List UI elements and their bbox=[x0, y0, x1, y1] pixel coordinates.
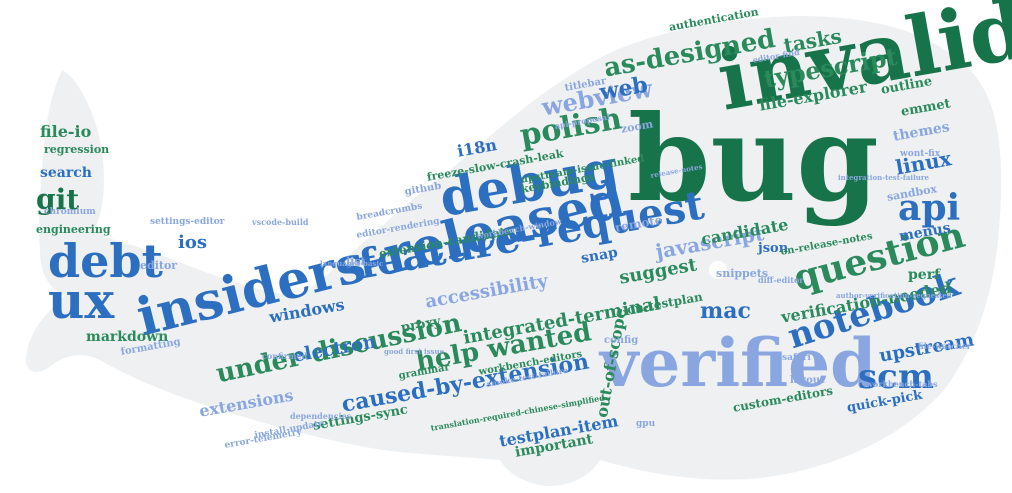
word-perf: perf bbox=[908, 267, 941, 283]
word-config: config bbox=[604, 335, 639, 346]
whale-silhouette bbox=[25, 16, 1002, 486]
word-author-verification: author-verification-requested bbox=[836, 291, 952, 300]
word-vscode-build: vscode-build bbox=[252, 217, 309, 227]
word-scm: scm bbox=[858, 357, 934, 397]
word-regression: regression bbox=[44, 143, 110, 156]
word-snippets: snippets bbox=[716, 267, 769, 280]
word-git: git bbox=[36, 183, 80, 216]
word-safari: safari bbox=[782, 353, 811, 363]
word-ux: ux bbox=[48, 271, 115, 330]
word-settings-editor: settings-editor bbox=[150, 217, 225, 227]
word-diff-editor: diff-editor bbox=[758, 275, 804, 285]
word-engineering: engineering bbox=[36, 223, 111, 236]
word-layout: layout bbox=[790, 375, 825, 386]
whale-eye bbox=[709, 261, 727, 279]
word-bug: bug bbox=[628, 89, 879, 228]
word-confirmed: confirmed bbox=[262, 351, 308, 361]
word-gpu: gpu bbox=[636, 419, 656, 429]
word-editor: editor bbox=[140, 259, 178, 272]
word-file-io: file-io bbox=[40, 122, 92, 141]
word-search: search bbox=[40, 165, 92, 181]
word-api: api bbox=[898, 187, 961, 229]
word-verified: verified bbox=[600, 324, 877, 402]
word-wont-fix: wont-fix bbox=[900, 149, 941, 159]
word-markdown: markdown bbox=[86, 329, 169, 345]
word-debt: debt bbox=[48, 234, 163, 288]
word-mac: mac bbox=[700, 298, 751, 324]
word-chromium: chromium bbox=[44, 207, 96, 217]
word-integration-test: integration-test-failure bbox=[838, 173, 929, 182]
word-languages-basic: languages-basic bbox=[320, 259, 384, 268]
word-good-first-issue: good first issue bbox=[384, 347, 445, 356]
word-ios: ios bbox=[178, 232, 207, 253]
word-dependencies: dependencies bbox=[290, 411, 352, 421]
word-json: json bbox=[758, 241, 789, 256]
word-file-watcher: file-watcher bbox=[918, 341, 972, 351]
word-list: list bbox=[346, 255, 366, 268]
word-workbench-tabs: workbench-tabs bbox=[866, 379, 938, 389]
